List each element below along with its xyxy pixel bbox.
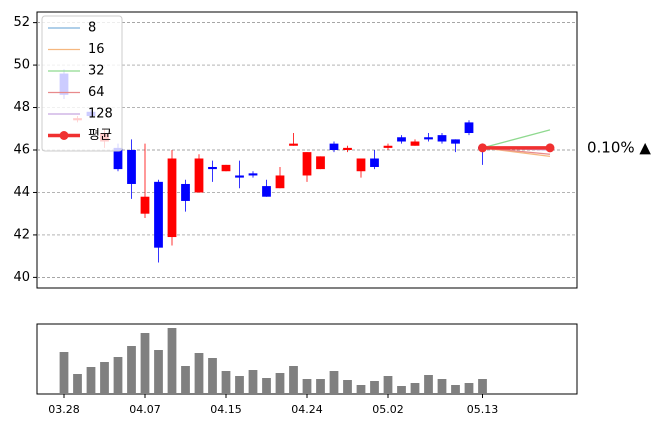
candle-body bbox=[289, 143, 298, 146]
candle-body bbox=[113, 147, 123, 170]
y-tick-label: 50 bbox=[13, 58, 30, 73]
volume-bar bbox=[221, 371, 231, 394]
volume-bar bbox=[154, 350, 163, 394]
candle-body bbox=[208, 166, 217, 170]
volume-bar bbox=[383, 376, 393, 394]
candle-body bbox=[464, 122, 474, 134]
candle-body bbox=[154, 181, 163, 248]
volume-bar bbox=[262, 378, 271, 394]
legend-label: 8 bbox=[88, 21, 96, 36]
candle-body bbox=[437, 135, 447, 142]
volume-bar bbox=[181, 366, 190, 394]
y-tick-label: 48 bbox=[13, 100, 30, 115]
volume-bar bbox=[127, 346, 136, 394]
candle-body bbox=[248, 173, 258, 176]
volume-bar bbox=[248, 370, 258, 394]
volume-bar bbox=[113, 357, 123, 394]
volume-bar bbox=[343, 380, 352, 394]
y-tick-label: 46 bbox=[13, 143, 30, 158]
legend-label: 16 bbox=[88, 42, 105, 57]
candle-body bbox=[167, 158, 177, 238]
candle-body bbox=[383, 145, 393, 148]
candle-body bbox=[302, 152, 312, 176]
volume-bar bbox=[208, 358, 217, 394]
volume-bar bbox=[451, 385, 460, 394]
volume-bar bbox=[478, 379, 487, 394]
volume-bar bbox=[275, 373, 285, 394]
x-tick-label: 03.28 bbox=[48, 403, 80, 416]
y-tick-label: 40 bbox=[13, 270, 30, 285]
candle-body bbox=[181, 183, 190, 201]
volume-bar bbox=[86, 367, 96, 394]
volume-bar bbox=[59, 352, 69, 394]
y-tick-label: 52 bbox=[13, 15, 30, 30]
volume-bar bbox=[424, 375, 433, 394]
forecast-line bbox=[482, 129, 551, 149]
candle-body bbox=[410, 141, 420, 146]
volume-bar bbox=[397, 386, 406, 394]
candle-body bbox=[329, 143, 339, 150]
forecast-point bbox=[545, 143, 555, 153]
y-tick-label: 44 bbox=[13, 185, 30, 200]
legend-label: 64 bbox=[88, 85, 105, 100]
volume-bar bbox=[370, 381, 379, 394]
volume-bar bbox=[410, 383, 420, 394]
volume-bar bbox=[167, 328, 177, 394]
volume-bar bbox=[73, 374, 82, 394]
legend: 8 16 32 64 128 평균 bbox=[41, 15, 123, 152]
volume-bar bbox=[289, 366, 298, 394]
candle-body bbox=[194, 158, 204, 193]
candle-body bbox=[356, 158, 366, 172]
legend-marker bbox=[59, 131, 69, 140]
candle-body bbox=[140, 196, 150, 214]
volume-bar bbox=[329, 371, 339, 394]
volume-bar bbox=[316, 379, 325, 394]
candle-body bbox=[235, 175, 244, 178]
legend-label: 평균 bbox=[88, 128, 112, 143]
candle-body bbox=[370, 158, 379, 167]
candle-body bbox=[316, 156, 325, 170]
candle-body bbox=[343, 147, 352, 150]
volume-bar bbox=[235, 376, 244, 394]
x-tick-label: 04.07 bbox=[129, 403, 161, 416]
forecast-point bbox=[478, 143, 487, 153]
candle-body bbox=[397, 137, 406, 142]
legend-label: 128 bbox=[88, 107, 113, 122]
x-tick-label: 04.24 bbox=[291, 403, 323, 416]
x-tick-label: 05.02 bbox=[372, 403, 404, 416]
legend-label: 32 bbox=[88, 64, 105, 79]
y-tick-label: 42 bbox=[13, 227, 30, 242]
volume-bar bbox=[437, 379, 447, 394]
annotation: 0.10% ▲ bbox=[587, 138, 651, 156]
volume-bar bbox=[194, 353, 204, 394]
volume-bar bbox=[100, 362, 109, 394]
volume-bar bbox=[140, 333, 150, 394]
candle-body bbox=[451, 139, 460, 144]
x-tick-label: 04.15 bbox=[210, 403, 242, 416]
candle-body bbox=[221, 164, 231, 172]
candle-body bbox=[275, 175, 285, 189]
volume-bar bbox=[464, 383, 474, 394]
volume-bar bbox=[356, 385, 366, 394]
candle-body bbox=[127, 150, 136, 184]
x-tick-label: 05.13 bbox=[467, 403, 499, 416]
candle-body bbox=[424, 137, 433, 140]
volume-bar bbox=[302, 379, 312, 394]
candle-body bbox=[262, 186, 271, 197]
